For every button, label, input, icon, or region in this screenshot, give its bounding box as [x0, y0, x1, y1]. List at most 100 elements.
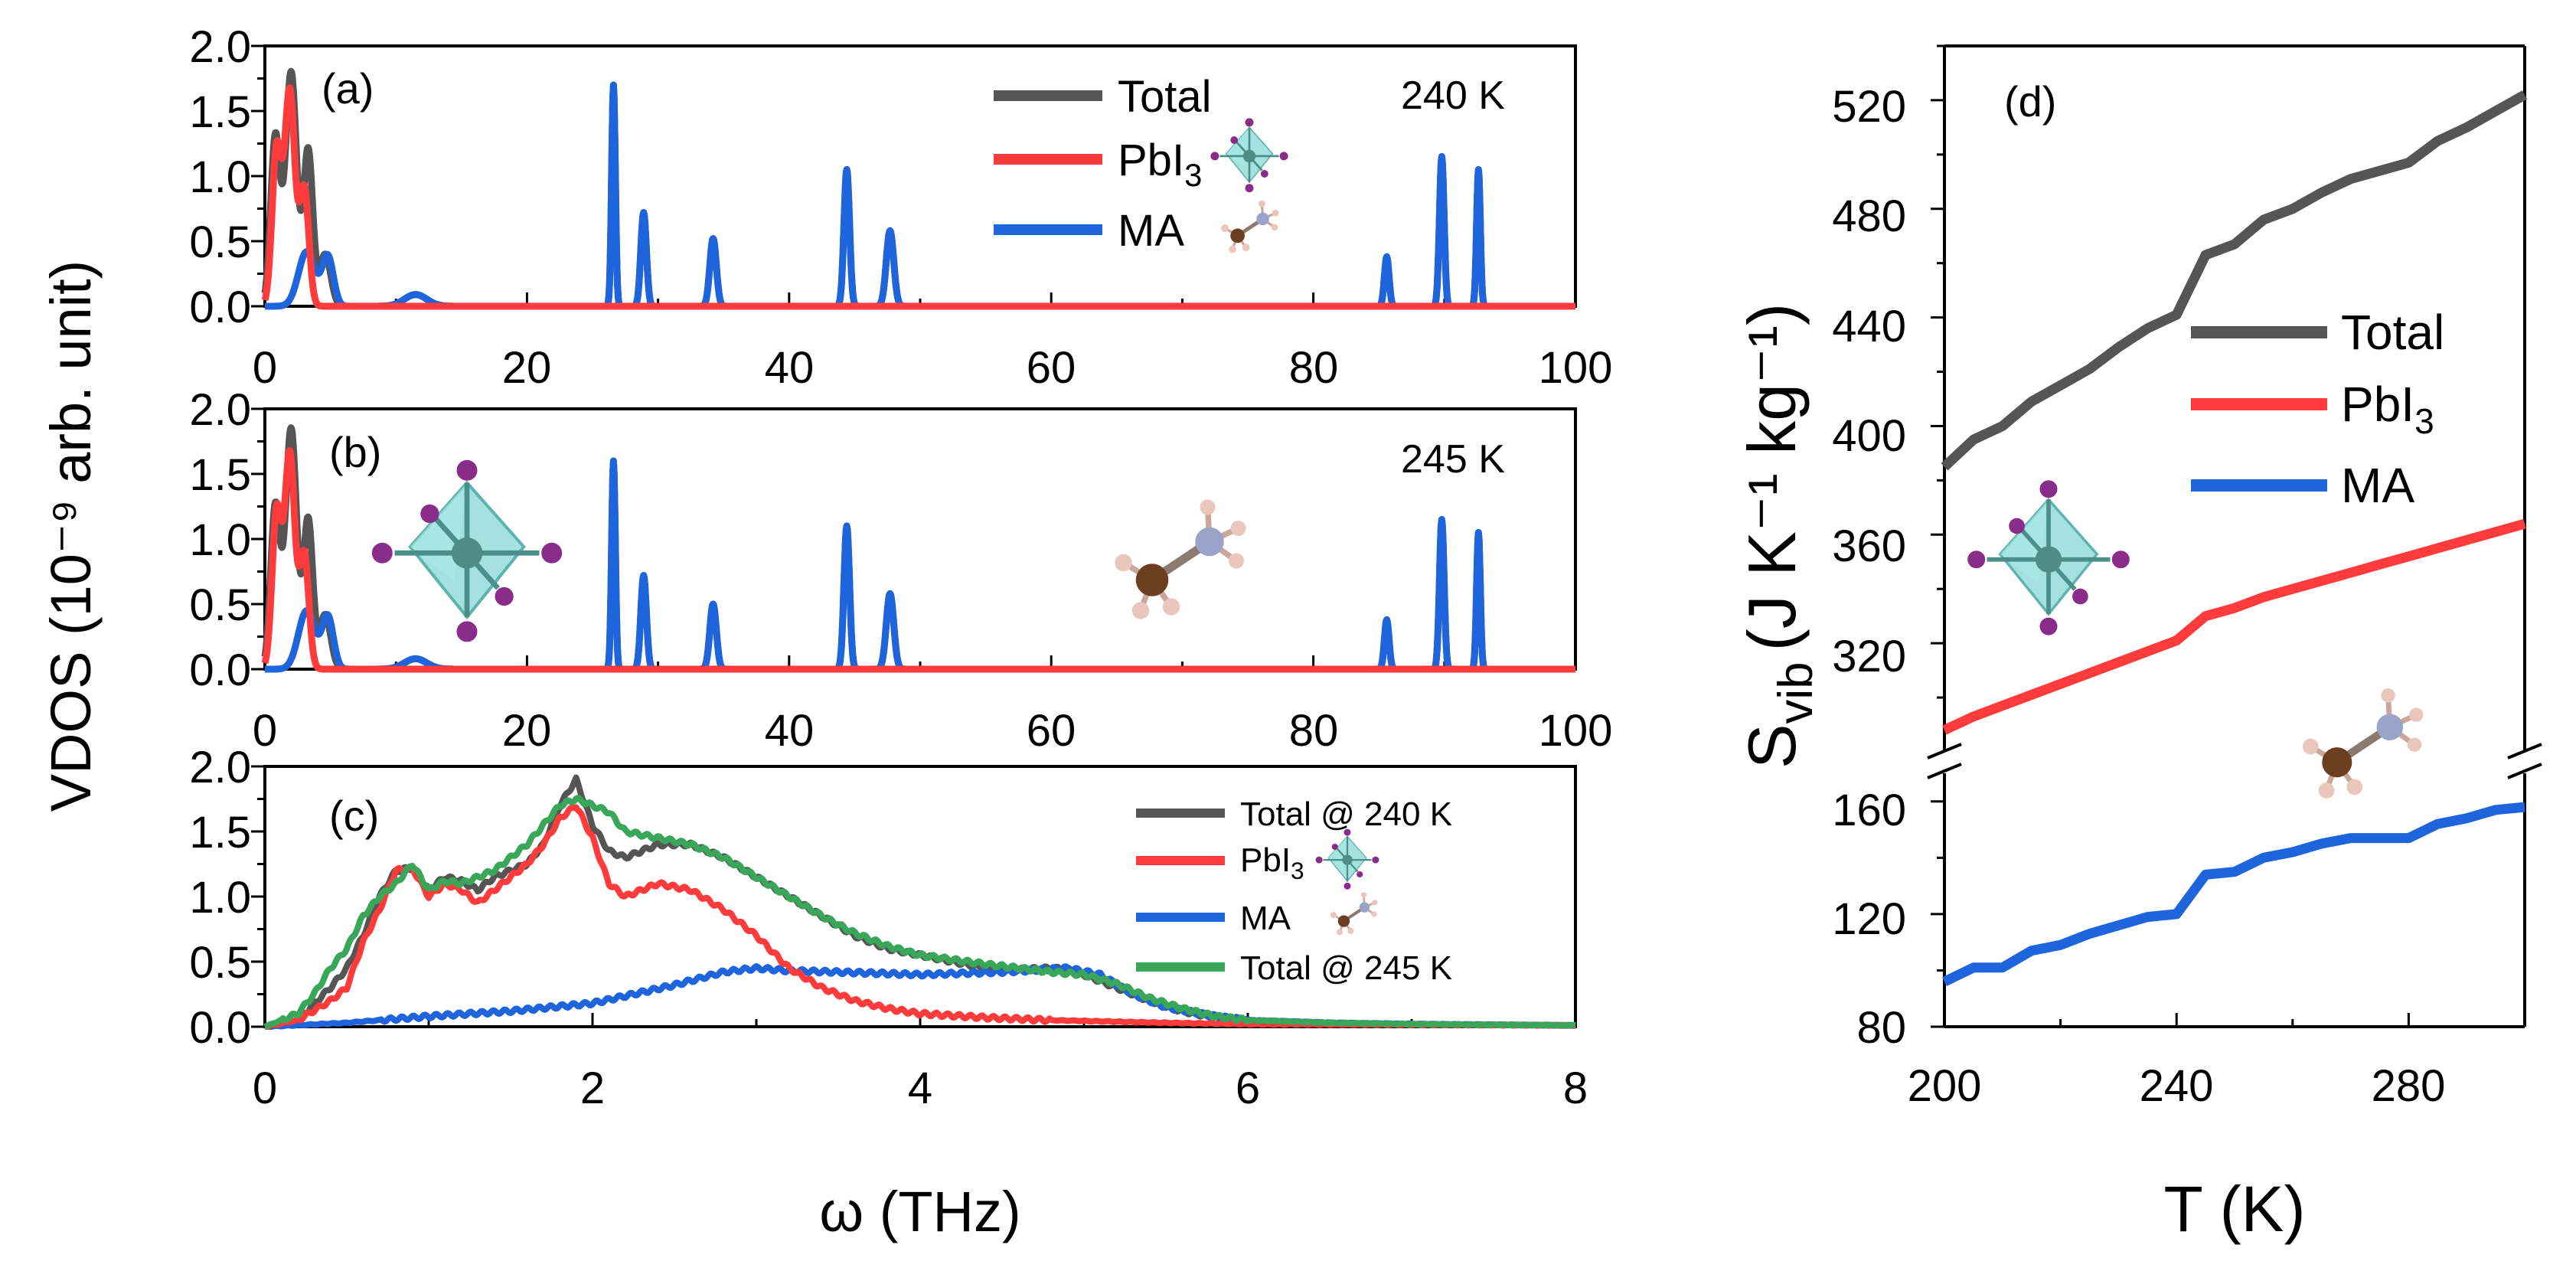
panel-b-label: (b) — [329, 428, 381, 476]
octahedron-icon — [1314, 828, 1380, 890]
panel-b-x-tick: 20 — [502, 706, 552, 756]
y-axis-label-svib-units: (J K⁻¹ kg⁻¹) — [1734, 303, 1810, 652]
panel-a-x-tick: 0 — [253, 343, 277, 393]
panel-b-y-tick-labels: 0.0 0.5 1.0 1.5 2.0 — [189, 385, 251, 695]
series-line-total — [261, 67, 1579, 310]
legend-label-total-240: Total @ 240 K — [1240, 795, 1452, 833]
series-line-pbi3 — [261, 84, 1579, 310]
methylammonium-molecule-icon — [1115, 500, 1246, 619]
panel-a-x-tick: 20 — [502, 343, 552, 393]
series-line-ma — [1942, 802, 2525, 987]
panel-c-y-tick: 1.0 — [189, 873, 251, 923]
panel-c-y-tick: 2.0 — [189, 743, 251, 792]
panel-a-legend: Total PbI3 MA — [994, 72, 1289, 256]
panel-c-y-tick: 0.0 — [189, 1003, 251, 1053]
series-line-ma — [262, 81, 1579, 310]
panel-c-series — [263, 774, 1577, 1030]
panel-b-x-tick-labels: 0 20 40 60 80 100 — [253, 706, 1613, 756]
panel-d-x-tick: 200 — [1908, 1061, 1982, 1111]
legend-label-pbi3-sub: 3 — [2414, 401, 2434, 441]
legend-label-pbi3: PbI3 — [1240, 841, 1304, 884]
panel-d-y-tick: 520 — [1832, 82, 1906, 132]
panel-c-label: (c) — [329, 792, 379, 840]
panel-b-x-tick: 80 — [1289, 706, 1339, 756]
panel-d-y-tick: 440 — [1832, 302, 1906, 351]
panel-a: 0.0 0.5 1.0 1.5 2.0 0 20 40 60 80 100 (a… — [189, 22, 1612, 393]
panel-d-y-tick: 480 — [1832, 191, 1906, 241]
legend-label-pbi3-main: PbI — [1240, 841, 1291, 879]
panel-c-x-tick-labels: 0 2 4 6 8 — [253, 1063, 1588, 1113]
panel-d-frame — [1927, 44, 2542, 1028]
panel-a-frame — [263, 44, 1577, 308]
legend-label-pbi3-main: PbI — [1118, 136, 1184, 185]
series-line-pbi3 — [261, 447, 1579, 673]
panel-a-x-tick: 40 — [765, 343, 815, 393]
legend-label-total: Total — [1118, 72, 1212, 122]
legend-label-pbi3: PbI3 — [1118, 136, 1202, 193]
panel-d-y-tick: 80 — [1856, 1003, 1906, 1053]
panel-a-x-tick: 80 — [1289, 343, 1339, 393]
legend-label-pbi3-sub: 3 — [1184, 157, 1202, 193]
methylammonium-molecule-icon — [2303, 688, 2424, 799]
x-axis-label-frequency: ω (THz) — [819, 1180, 1020, 1243]
panel-b-y-tick: 1.0 — [189, 515, 251, 565]
panel-c-x-tick: 2 — [580, 1063, 605, 1113]
panel-d-y-tick: 120 — [1832, 894, 1906, 944]
panel-a-y-tick: 1.5 — [189, 87, 251, 137]
series-line-total-245-k — [263, 795, 1577, 1030]
panel-b-y-tick: 2.0 — [189, 385, 251, 435]
legend-label-pbi3-main: PbI — [2341, 377, 2414, 432]
y-axis-label-svib: Svib (J K⁻¹ kg⁻¹) — [1734, 303, 1823, 769]
panel-d-y-tick: 400 — [1832, 411, 1906, 461]
y-axis-label-svib-s: S — [1734, 724, 1810, 769]
panel-c: 0.0 0.5 1.0 1.5 2.0 0 2 4 6 8 (c) Total … — [189, 743, 1588, 1113]
panel-a-y-tick: 1.0 — [189, 152, 251, 202]
panel-d-legend: Total PbI3 MA — [2191, 305, 2444, 513]
panel-c-x-tick: 8 — [1563, 1063, 1588, 1113]
panel-a-x-tick-labels: 0 20 40 60 80 100 — [253, 343, 1613, 393]
panel-b-temperature: 245 K — [1401, 437, 1505, 482]
panel-d-x-tick-labels: 200 240 280 — [1908, 1061, 2446, 1111]
panel-d-x-tick: 240 — [2140, 1061, 2214, 1111]
panel-b-x-tick: 60 — [1027, 706, 1076, 756]
panel-d-ticks — [1931, 44, 2526, 1028]
panel-a-series — [261, 67, 1579, 310]
panel-a-y-tick: 0.0 — [189, 283, 251, 332]
panel-a-label: (a) — [322, 64, 374, 113]
legend-label-ma: MA — [2341, 458, 2414, 513]
panel-b-x-tick: 0 — [253, 706, 277, 756]
panel-b-y-tick: 1.5 — [189, 450, 251, 500]
panel-c-x-tick: 6 — [1236, 1063, 1260, 1113]
legend-label-total-245: Total @ 245 K — [1240, 949, 1452, 987]
methylammonium-molecule-icon — [1330, 892, 1378, 935]
octahedron-icon — [1210, 117, 1289, 194]
panel-a-ticks — [251, 44, 1577, 308]
panel-d-x-tick: 280 — [2372, 1061, 2446, 1111]
panel-b: 0.0 0.5 1.0 1.5 2.0 0 20 40 60 80 100 (b… — [189, 385, 1612, 756]
legend-label-ma: MA — [1240, 900, 1291, 937]
series-line-pbi3 — [1942, 518, 2526, 735]
octahedron-icon — [372, 460, 562, 642]
legend-label-total: Total — [2341, 305, 2444, 360]
y-axis-label-svib-sub: vib — [1769, 662, 1823, 724]
panel-c-x-tick: 4 — [908, 1063, 932, 1113]
panel-b-x-tick: 100 — [1539, 706, 1613, 756]
panel-c-y-tick: 0.5 — [189, 938, 251, 988]
series-line-pbi3 — [263, 804, 1577, 1030]
panel-d-y-tick: 320 — [1832, 632, 1906, 681]
panel-a-y-tick: 0.5 — [189, 217, 251, 267]
panel-a-y-tick: 2.0 — [189, 22, 251, 72]
legend-label-pbi3-sub: 3 — [1291, 857, 1304, 884]
panel-d-y-tick: 160 — [1832, 786, 1906, 835]
octahedron-icon — [1967, 480, 2130, 635]
panel-b-y-tick: 0.0 — [189, 645, 251, 695]
panel-c-y-tick: 1.5 — [189, 808, 251, 858]
panel-d-y-tick-labels-upper: 320 360 400 440 480 520 — [1832, 82, 1906, 681]
y-axis-label-vdos: VDOS (10⁻⁹ arb. unit) — [39, 260, 103, 812]
panel-c-legend: Total @ 240 K PbI3 MA Total @ 245 K — [1136, 795, 1452, 987]
x-axis-label-temperature: T (K) — [2163, 1173, 2305, 1245]
panel-a-x-tick: 60 — [1027, 343, 1076, 393]
panel-c-y-tick-labels: 0.0 0.5 1.0 1.5 2.0 — [189, 743, 251, 1053]
panel-a-x-tick: 100 — [1539, 343, 1613, 393]
